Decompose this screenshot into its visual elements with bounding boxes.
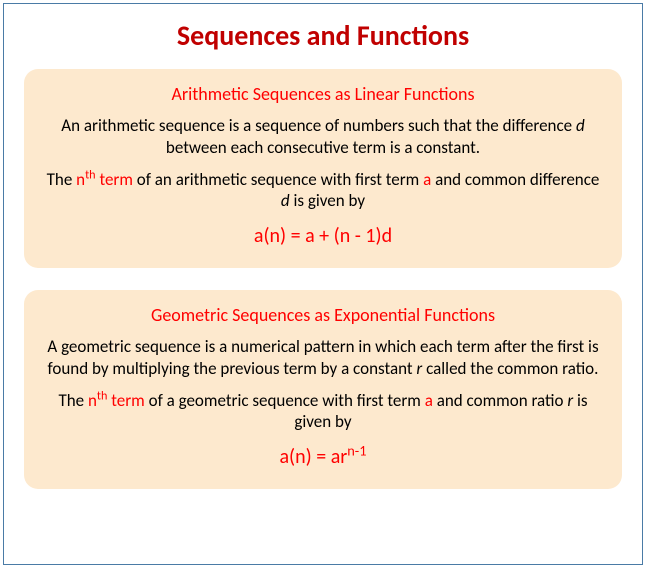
nth-n: n: [88, 390, 97, 411]
nth-term-red: nth term: [76, 169, 133, 190]
text-run: of an arithmetic sequence with first ter…: [133, 169, 423, 190]
first-term-a: a: [423, 169, 431, 190]
formula-exponent: n-1: [347, 441, 366, 459]
formula-base: a(n) = ar: [279, 445, 347, 469]
arithmetic-formula: a(n) = a + (n - 1)d: [46, 224, 600, 248]
nth-n: n: [76, 169, 85, 190]
text-run: between each consecutive term is a const…: [166, 137, 480, 158]
variable-d: d: [281, 190, 290, 211]
nth-sup: th: [97, 388, 108, 403]
text-run: and common difference: [431, 169, 599, 190]
geometric-formula: a(n) = arn-1: [46, 445, 600, 469]
text-run: The: [58, 390, 88, 411]
nth-word: term: [96, 169, 133, 190]
nth-sup: th: [85, 167, 96, 182]
text-run: called the common ratio.: [422, 358, 598, 379]
arithmetic-card: Arithmetic Sequences as Linear Functions…: [24, 69, 622, 268]
text-run: An arithmetic sequence is a sequence of …: [61, 115, 576, 136]
text-run: and common ratio: [433, 390, 567, 411]
arithmetic-definition: An arithmetic sequence is a sequence of …: [46, 115, 600, 159]
geometric-definition: A geometric sequence is a numerical patt…: [46, 336, 600, 380]
nth-word: term: [107, 390, 144, 411]
text-run: of a geometric sequence with first term: [145, 390, 425, 411]
text-run: The: [47, 169, 77, 190]
text-run: is given by: [290, 190, 365, 211]
variable-d: d: [576, 115, 585, 136]
arithmetic-nth-term-text: The nth term of an arithmetic sequence w…: [46, 169, 600, 213]
arithmetic-heading: Arithmetic Sequences as Linear Functions: [46, 83, 600, 105]
nth-term-red: nth term: [88, 390, 145, 411]
geometric-nth-term-text: The nth term of a geometric sequence wit…: [46, 390, 600, 434]
page-title: Sequences and Functions: [177, 18, 469, 53]
first-term-a: a: [425, 390, 433, 411]
geometric-heading: Geometric Sequences as Exponential Funct…: [46, 304, 600, 326]
document-frame: Sequences and Functions Arithmetic Seque…: [3, 3, 643, 565]
geometric-card: Geometric Sequences as Exponential Funct…: [24, 290, 622, 489]
